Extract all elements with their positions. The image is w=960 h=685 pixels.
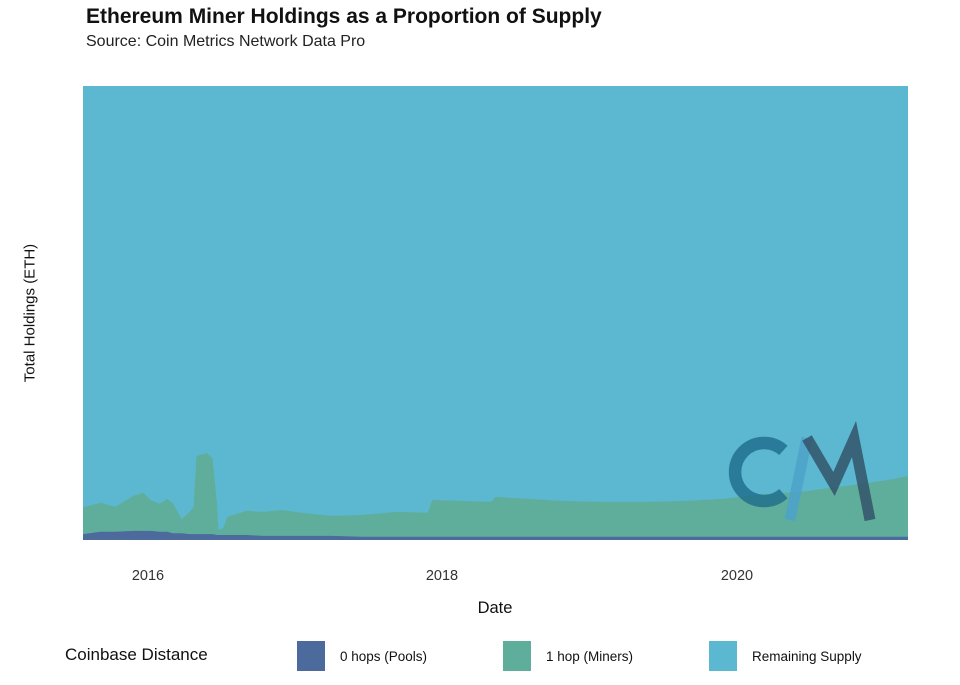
chart-subtitle: Source: Coin Metrics Network Data Pro bbox=[86, 33, 366, 50]
legend-label-miners: 1 hop (Miners) bbox=[546, 648, 634, 664]
x-tick-2016: 2016 bbox=[131, 568, 165, 584]
legend-item-pools: 0 hops (Pools) bbox=[297, 641, 427, 671]
legend-swatch-miners-icon bbox=[503, 641, 531, 671]
legend-title: Coinbase Distance bbox=[65, 645, 208, 664]
legend-label-pools: 0 hops (Pools) bbox=[340, 648, 428, 664]
legend-label-remaining: Remaining Supply bbox=[752, 648, 862, 664]
x-tick-2018: 2018 bbox=[425, 568, 459, 584]
coinmetrics-watermark-logo bbox=[728, 420, 876, 522]
legend-swatch-remaining-icon bbox=[709, 641, 737, 671]
stacked-area-svg bbox=[83, 86, 908, 540]
area-layers bbox=[83, 86, 908, 540]
y-axis-label: Total Holdings (ETH) bbox=[21, 243, 39, 383]
legend-item-remaining: Remaining Supply bbox=[709, 641, 862, 671]
legend-item-miners: 1 hop (Miners) bbox=[503, 641, 633, 671]
plot-area bbox=[83, 86, 908, 540]
chart-title: Ethereum Miner Holdings as a Proportion … bbox=[86, 5, 602, 28]
legend-swatch-pools-icon bbox=[297, 641, 325, 671]
x-axis-label: Date bbox=[477, 599, 513, 617]
x-tick-2020: 2020 bbox=[720, 568, 754, 584]
